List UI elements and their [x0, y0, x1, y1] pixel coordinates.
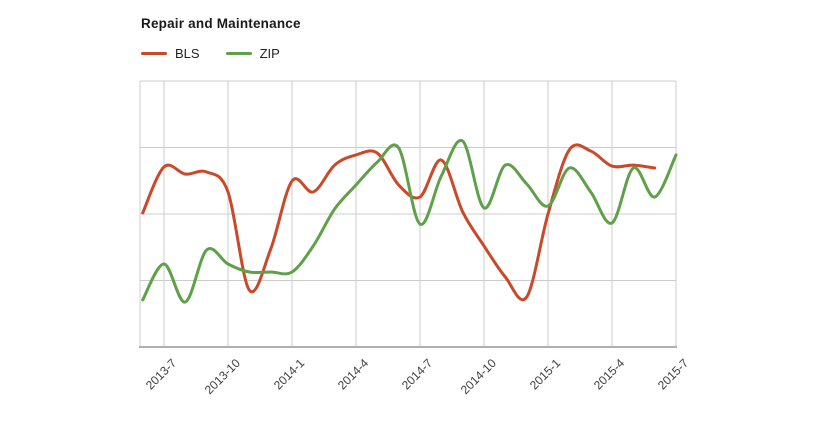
- legend-item-bls: BLS: [141, 46, 200, 61]
- chart-legend: BLS ZIP: [141, 46, 280, 61]
- legend-item-zip: ZIP: [225, 46, 280, 61]
- chart-title: Repair and Maintenance: [141, 16, 301, 31]
- zip-line-swatch: [225, 52, 252, 55]
- bls-line-swatch: [141, 52, 167, 55]
- bls-line: [141, 143, 657, 302]
- legend-label: ZIP: [259, 46, 280, 61]
- legend-label: BLS: [175, 46, 200, 61]
- zip-line: [141, 139, 678, 304]
